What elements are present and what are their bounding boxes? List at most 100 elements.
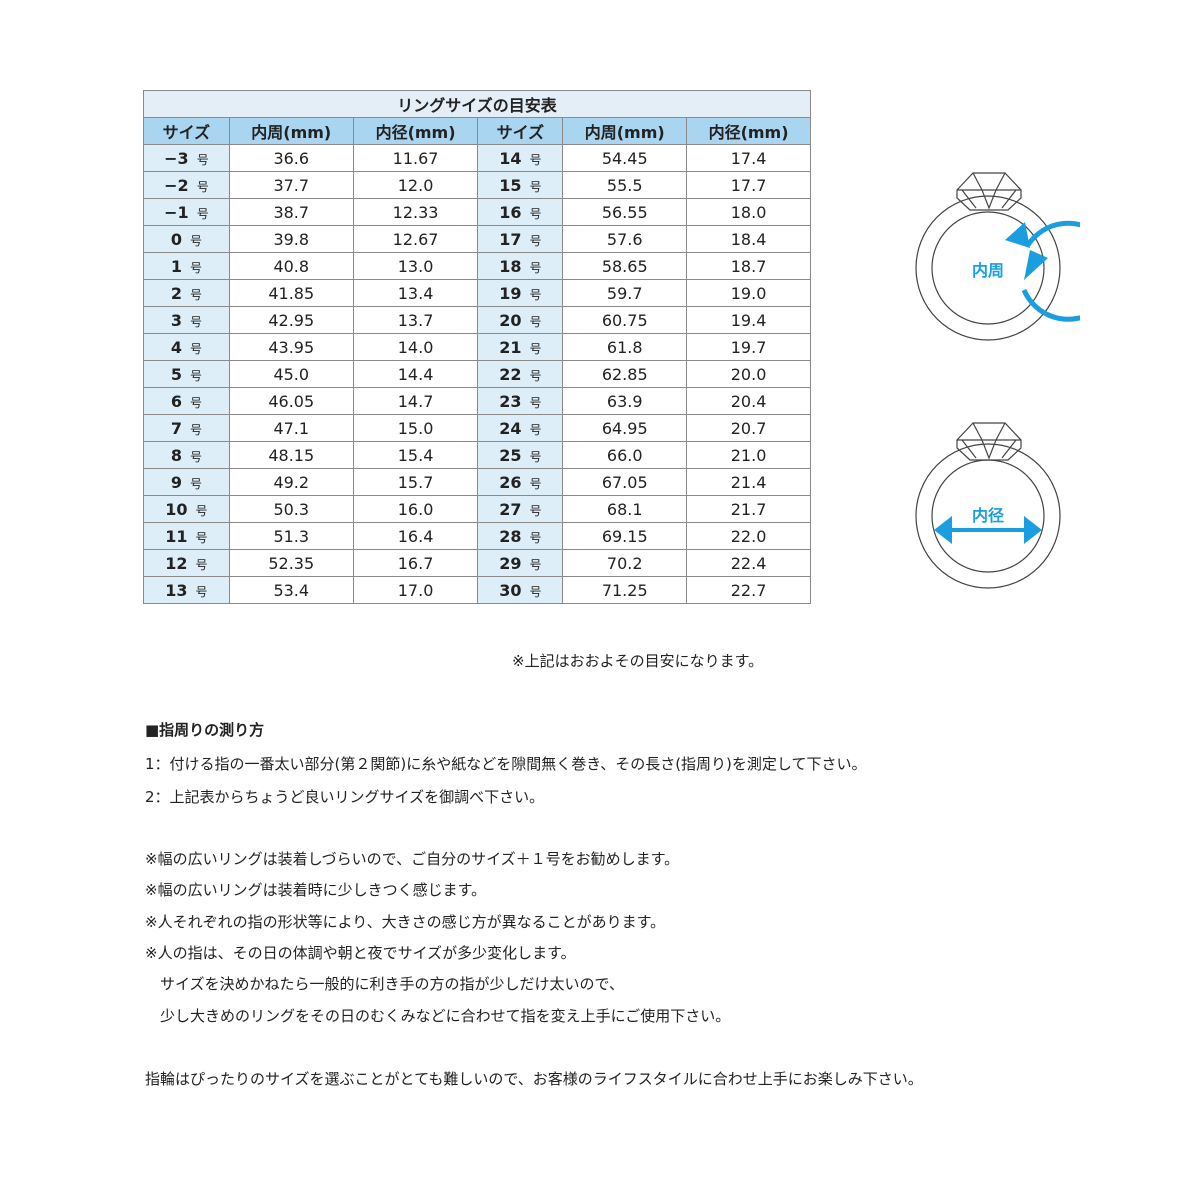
diameter-arrow-icon [934, 516, 1042, 544]
table-row: 0 号 39.8 12.67 17 号 57.6 18.4 [143, 225, 811, 253]
size-cell: −1 号 [143, 198, 230, 226]
diameter-cell: 13.7 [352, 306, 479, 334]
diameter-cell: 21.0 [686, 441, 811, 469]
size-number: 22 [499, 364, 522, 384]
howto-heading: ■指周りの測り方 [145, 721, 265, 739]
diameter-cell: 18.0 [686, 198, 811, 226]
size-unit: 号 [189, 422, 202, 437]
diameter-cell: 22.7 [686, 576, 811, 604]
size-unit: 号 [195, 503, 208, 518]
size-cell: 26 号 [477, 468, 564, 496]
size-number: 17 [499, 229, 522, 249]
size-unit: 号 [195, 530, 208, 545]
size-cell: 14 号 [477, 144, 564, 172]
diameter-cell: 19.0 [686, 279, 811, 307]
size-unit: 号 [529, 368, 542, 383]
size-unit: 号 [189, 314, 202, 329]
size-number: 8 [170, 445, 182, 465]
diameter-cell: 15.7 [352, 468, 479, 496]
column-header: 内周(mm) [562, 117, 688, 145]
circumference-cell: 58.65 [562, 252, 688, 280]
circumference-cell: 41.85 [228, 279, 354, 307]
column-header: 内径(mm) [352, 117, 479, 145]
circumference-cell: 69.15 [562, 522, 688, 550]
size-number: 21 [499, 337, 522, 357]
diameter-label: 内径 [972, 506, 1004, 525]
circumference-arrow-icon [1005, 220, 1080, 322]
size-unit: 号 [529, 314, 542, 329]
size-cell: 12 号 [143, 549, 230, 577]
size-unit: 号 [529, 422, 542, 437]
size-number: 23 [499, 391, 522, 411]
size-number: 24 [499, 418, 522, 438]
circumference-cell: 37.7 [228, 171, 354, 199]
circumference-cell: 45.0 [228, 360, 354, 388]
circumference-cell: 61.8 [562, 333, 688, 361]
circumference-cell: 47.1 [228, 414, 354, 442]
circumference-cell: 55.5 [562, 171, 688, 199]
column-header: 内径(mm) [686, 117, 811, 145]
circumference-cell: 70.2 [562, 549, 688, 577]
diameter-cell: 20.4 [686, 387, 811, 415]
size-number: 26 [499, 472, 522, 492]
diameter-cell: 21.4 [686, 468, 811, 496]
size-number: 20 [499, 310, 522, 330]
size-unit: 号 [189, 395, 202, 410]
note-1: ※幅の広いリングは装着しづらいので、ご自分のサイズ＋１号をお勧めします。 [145, 850, 680, 868]
diameter-cell: 14.4 [352, 360, 479, 388]
size-number: 12 [165, 553, 188, 573]
size-number: 9 [170, 472, 182, 492]
size-number: 11 [165, 526, 188, 546]
note-2: ※幅の広いリングは装着時に少しきつく感じます。 [145, 881, 487, 899]
size-number: 15 [499, 175, 522, 195]
diameter-cell: 19.4 [686, 306, 811, 334]
circumference-cell: 38.7 [228, 198, 354, 226]
diameter-cell: 17.0 [352, 576, 479, 604]
circumference-cell: 67.05 [562, 468, 688, 496]
size-cell: 28 号 [477, 522, 564, 550]
size-unit: 号 [189, 233, 202, 248]
size-cell: 24 号 [477, 414, 564, 442]
size-number: 28 [499, 526, 522, 546]
diameter-cell: 17.4 [686, 144, 811, 172]
size-unit: 号 [529, 341, 542, 356]
diameter-cell: 16.4 [352, 522, 479, 550]
circumference-cell: 68.1 [562, 495, 688, 523]
circumference-cell: 49.2 [228, 468, 354, 496]
size-cell: 17 号 [477, 225, 564, 253]
table-row: 2 号 41.85 13.4 19 号 59.7 19.0 [143, 279, 811, 307]
size-unit: 号 [189, 368, 202, 383]
note-3: ※人それぞれの指の形状等により、大きさの感じ方が異なることがあります。 [145, 913, 666, 931]
circumference-cell: 51.3 [228, 522, 354, 550]
size-number: 10 [165, 499, 188, 519]
size-unit: 号 [196, 152, 209, 167]
size-number: 19 [499, 283, 522, 303]
size-cell: 19 号 [477, 279, 564, 307]
diameter-cell: 11.67 [352, 144, 479, 172]
size-unit: 号 [189, 260, 202, 275]
size-unit: 号 [529, 395, 542, 410]
circumference-cell: 50.3 [228, 495, 354, 523]
size-number: −1 [164, 202, 189, 222]
size-unit: 号 [529, 584, 542, 599]
note-4: ※人の指は、その日の体調や朝と夜でサイズが多少変化します。 [145, 944, 576, 962]
circumference-cell: 52.35 [228, 549, 354, 577]
diameter-cell: 12.67 [352, 225, 479, 253]
howto-step-2: 2：上記表からちょうど良いリングサイズを御調べ下さい。 [145, 788, 545, 806]
table-row: 3 号 42.95 13.7 20 号 60.75 19.4 [143, 306, 811, 334]
size-unit: 号 [529, 503, 542, 518]
circumference-cell: 39.8 [228, 225, 354, 253]
diameter-cell: 20.0 [686, 360, 811, 388]
circumference-cell: 43.95 [228, 333, 354, 361]
size-number: 0 [170, 229, 182, 249]
column-header: サイズ [477, 117, 564, 145]
size-unit: 号 [189, 287, 202, 302]
circumference-cell: 66.0 [562, 441, 688, 469]
size-cell: 13 号 [143, 576, 230, 604]
diameter-cell: 12.33 [352, 198, 479, 226]
diameter-cell: 14.0 [352, 333, 479, 361]
